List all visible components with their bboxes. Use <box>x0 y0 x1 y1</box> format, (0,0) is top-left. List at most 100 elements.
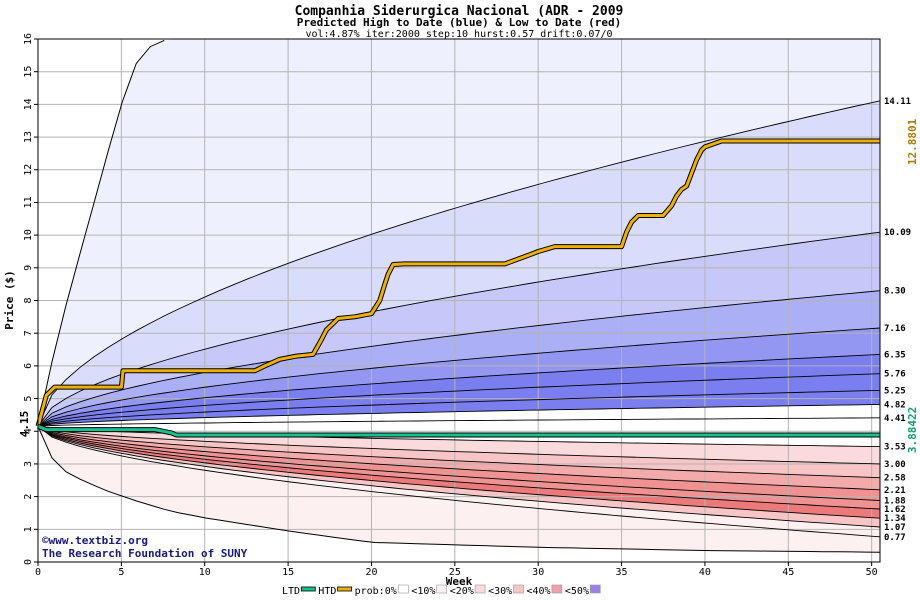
y-tick-label-14: 14 <box>23 98 34 110</box>
y-tick-label-8: 8 <box>23 297 34 303</box>
legend-label-7: <50% <box>565 586 589 597</box>
low-end-label-5: 1.62 <box>884 505 906 515</box>
x-tick-label-40: 40 <box>699 567 711 578</box>
low-quantile-curve-5 <box>37 425 881 510</box>
legend-label-2: prob:0% <box>355 586 397 597</box>
quantile-end-labels: 14.11 10.09 8.30 7.16 6.35 5.76 5.25 4.82 4.41 3.… <box>884 97 911 543</box>
high-end-label-1: 10.09 <box>884 228 911 238</box>
legend-swatch-3 <box>436 584 448 594</box>
red-band-2 <box>38 426 880 490</box>
chart-title: Companhia Siderurgica Nacional (ADR - 20… <box>295 4 624 19</box>
high-quantile-curve-3 <box>37 327 881 427</box>
y-tick-label-15: 15 <box>23 66 34 78</box>
low-end-label-8: 0.77 <box>884 533 906 543</box>
low-end-label-7: 1.07 <box>884 523 906 533</box>
low-quantile-curve-3 <box>37 425 881 491</box>
legend-label-3: <10% <box>411 586 435 597</box>
quantile-curves <box>37 39 881 553</box>
low-quantile-curve-1 <box>37 425 881 465</box>
y-axis-label: Price ($) <box>3 270 16 330</box>
legend-label-4: <20% <box>450 586 474 597</box>
red-band-6 <box>38 426 880 553</box>
high-end-label-3: 7.16 <box>884 324 906 334</box>
y-tick-label-6: 6 <box>23 363 34 369</box>
legend-swatch-2 <box>397 584 409 594</box>
y-tick-label-12: 12 <box>23 164 34 176</box>
blue-band-2 <box>38 232 880 427</box>
x-tick-label-20: 20 <box>365 567 377 578</box>
legend-label-1: HTD <box>318 586 336 597</box>
y-tick-label-9: 9 <box>23 265 34 271</box>
y-tick-label-3: 3 <box>23 461 34 467</box>
start-price-label: 4.15 <box>18 411 31 438</box>
high-quantile-curve-8 <box>37 417 881 427</box>
legend-label-5: <30% <box>488 586 512 597</box>
chart-params: vol:4.87% iter:2000 step:10 hurst:0.57 d… <box>305 29 612 40</box>
red-band-5 <box>38 426 880 527</box>
high-quantile-curve-1 <box>37 231 881 427</box>
y-tick-label-1: 1 <box>23 526 34 532</box>
x-tick-label-5: 5 <box>118 567 124 578</box>
low-quantile-curve-8 <box>37 425 881 538</box>
x-axis-label: Week <box>446 575 473 588</box>
high-end-label-2: 8.30 <box>884 287 906 297</box>
legend-swatch-6 <box>551 584 563 594</box>
x-tick-label-35: 35 <box>616 567 628 578</box>
high-end-label-0: 14.11 <box>884 97 911 107</box>
x-axis-ticks: 0 5 10 15 20 25 30 35 40 45 50 <box>35 562 878 578</box>
low-quantile-curve-2 <box>37 425 881 479</box>
low-quantile-curve-4 <box>37 425 881 501</box>
high-end-label-6: 5.25 <box>884 386 906 396</box>
red-band-4 <box>38 426 880 519</box>
high-quantile-curve-6 <box>37 389 881 427</box>
chart-subtitle: Predicted High to Date (blue) & Low to D… <box>297 16 622 29</box>
high-quantile-curve-5 <box>37 373 881 427</box>
high-quantile-curve-7 <box>37 403 881 427</box>
legend-swatch-5 <box>513 584 524 594</box>
x-tick-label-15: 15 <box>282 567 294 578</box>
outer-upper-curve <box>37 39 165 427</box>
x-tick-label-45: 45 <box>782 567 794 578</box>
low-end-label-0: 3.53 <box>884 443 906 453</box>
blue-band-5 <box>38 354 880 427</box>
low-end-label-1: 3.00 <box>884 460 906 470</box>
high-quantile-curve-0 <box>37 100 881 427</box>
legend-swatch-0 <box>300 586 316 592</box>
low-end-label-4: 1.88 <box>884 497 906 507</box>
x-tick-label-10: 10 <box>199 567 211 578</box>
y-tick-label-13: 13 <box>23 131 34 143</box>
ltd-line <box>37 424 880 437</box>
legend-swatch-4 <box>474 584 486 594</box>
legend-swatch-7 <box>589 584 601 594</box>
low-end-label-2: 2.58 <box>884 474 906 484</box>
x-tick-label-30: 30 <box>532 567 544 578</box>
blue-band-0 <box>38 39 880 427</box>
blue-band-4 <box>38 328 880 427</box>
y-tick-label-7: 7 <box>23 330 34 336</box>
low-end-label-3: 2.21 <box>884 486 906 496</box>
legend-swatch-1 <box>337 586 353 592</box>
y-tick-label-4: 4 <box>23 428 34 434</box>
credit-url: ©www.textbiz.org <box>42 534 148 547</box>
high-quantile-curve-2 <box>37 290 881 427</box>
legend: LTD HTD prob:0% <10% <20% <30% <40% <50% <box>282 584 601 597</box>
legend-label-0: LTD <box>282 586 300 597</box>
low-quantile-curve-6 <box>37 425 881 519</box>
legend-label-6: <40% <box>527 586 551 597</box>
high-end-label-4: 6.35 <box>884 350 906 360</box>
x-tick-label-0: 0 <box>35 567 41 578</box>
high-quantile-curve-4 <box>37 353 881 427</box>
outer-lower-curve <box>37 426 881 553</box>
blue-band-6 <box>38 373 880 427</box>
htd-last-label: 12.8801 <box>906 118 919 165</box>
high-end-label-5: 5.76 <box>884 370 906 380</box>
y-tick-label-2: 2 <box>23 494 34 500</box>
x-tick-label-50: 50 <box>866 567 878 578</box>
high-end-label-7: 4.82 <box>884 400 906 410</box>
y-tick-label-10: 10 <box>23 229 34 241</box>
y-tick-label-11: 11 <box>23 196 34 208</box>
low-end-label-6: 1.34 <box>884 514 906 524</box>
high-end-label-8: 4.41 <box>884 414 906 424</box>
